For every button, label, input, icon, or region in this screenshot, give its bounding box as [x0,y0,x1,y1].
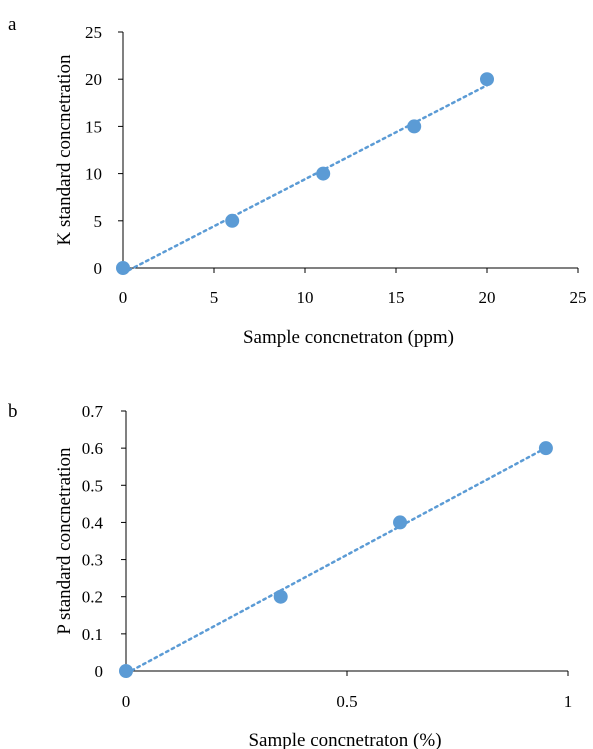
y-tick-label: 25 [85,23,102,42]
y-tick-label: 5 [94,212,103,231]
data-point [225,213,240,228]
data-point [393,515,408,530]
chart-panel-a: a 0 5 10 15 20 25 0 5 10 15 20 25 Sample concnetrato… [8,14,587,348]
x-tick-label: 25 [570,288,587,307]
x-axis-title: Sample concnetraton (ppm) [243,327,454,348]
x-tick-label: 5 [210,288,219,307]
y-axis-title: K standard concnetration [54,54,75,245]
y-tick-label: 15 [85,117,102,136]
data-point [480,72,494,87]
data-point [407,119,422,134]
y-axis-title: P standard concnetration [54,447,75,635]
x-tick-label: 10 [297,288,314,307]
x-axis-title: Sample concnetraton (%) [248,730,441,749]
x-tick-label: 15 [388,288,405,307]
x-tick-label: 20 [479,288,496,307]
y-tick-label: 0 [95,662,104,681]
trendline [124,446,548,675]
y-tick-label: 0.5 [82,476,103,495]
trendline [121,84,489,275]
y-tick-label: 0.1 [82,625,103,644]
data-point [273,589,288,604]
panel-label: a [8,14,17,35]
x-tick-label: 1 [564,692,573,711]
y-tick-label: 0.3 [82,551,103,570]
y-tick-label: 0.4 [82,513,104,532]
data-point [116,261,130,275]
panel-label: b [8,401,18,422]
chart-panel-b: b 0 0.1 0.2 0.3 0.4 0.5 0.6 0.7 0 0.5 1 Sample conc… [8,401,572,749]
x-tick-label: 0 [119,288,128,307]
data-point [119,664,133,678]
x-tick-label: 0.5 [336,692,357,711]
y-tick-label: 0.6 [82,439,103,458]
data-point [316,166,331,181]
y-tick-label: 0 [94,259,103,278]
x-tick-label: 0 [122,692,131,711]
y-tick-label: 0.7 [82,402,104,421]
y-tick-label: 10 [85,165,102,184]
y-tick-label: 20 [85,70,102,89]
data-point [538,441,553,456]
y-tick-label: 0.2 [82,588,103,607]
